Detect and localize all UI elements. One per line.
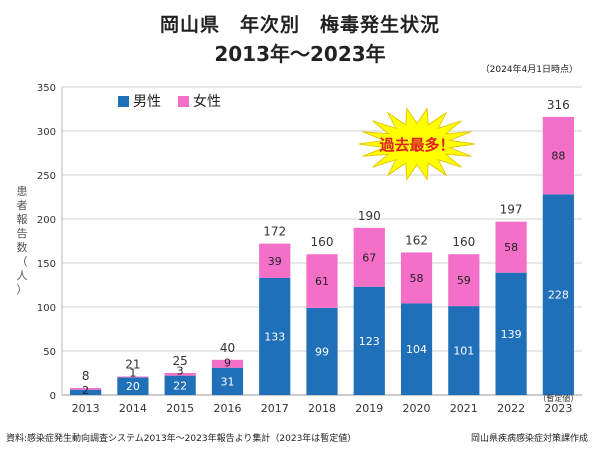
legend-swatch-female	[178, 96, 189, 107]
legend-swatch-male	[118, 96, 129, 107]
data-label-male: 228	[548, 289, 569, 302]
data-label-total: 21	[125, 358, 140, 372]
bar-male-2020	[400, 303, 433, 395]
bar-female-2018	[306, 254, 338, 308]
data-label-female: 88	[551, 150, 565, 163]
y-axis-label-char: 報	[17, 213, 28, 226]
data-label-male: 99	[315, 345, 329, 358]
data-label-total: 160	[452, 235, 475, 249]
y-axis-label-char: （	[17, 255, 28, 268]
y-tick-label: 350	[37, 83, 56, 94]
data-label-female: 67	[362, 251, 376, 264]
bar-female-2016	[211, 359, 244, 368]
y-axis-label-char: 人	[17, 269, 28, 282]
source-note: 資料:感染症発生動向調査システム2013年～2023年報告より集計（2023年は…	[6, 434, 357, 444]
starburst-callout	[358, 107, 476, 181]
data-label-female: 58	[410, 272, 424, 285]
x-tick-label: 2023	[544, 402, 572, 415]
data-label-male: 123	[359, 335, 380, 348]
provisional-note: （暫定値）	[538, 393, 578, 403]
data-label-total: 197	[500, 203, 523, 217]
bar-male-2016	[211, 367, 244, 395]
data-label-male: 139	[501, 328, 522, 341]
y-tick-label: 0	[50, 391, 56, 402]
bar-male-2022	[495, 272, 527, 395]
data-label-male: 31	[220, 375, 234, 388]
x-tick-label: 2013	[72, 402, 100, 415]
as-of-date: （2024年4月1日時点）	[480, 65, 578, 75]
data-label-total: 25	[173, 354, 188, 368]
x-tick-label: 2014	[119, 402, 147, 415]
bar-male-2017	[259, 277, 291, 395]
y-axis-label-char: 告	[17, 227, 28, 240]
y-axis-label-char: 患	[17, 185, 28, 198]
data-label-total: 40	[220, 341, 235, 355]
bar-male-2021	[448, 306, 480, 395]
callout-text: 過去最多！	[378, 136, 454, 154]
y-axis-label-char: 者	[17, 199, 28, 212]
data-label-female: 39	[268, 255, 282, 268]
data-label-female: 58	[504, 241, 518, 254]
y-axis-label-char: ）	[17, 283, 28, 296]
y-tick-label: 150	[37, 259, 56, 270]
x-tick-label: 2019	[355, 402, 383, 415]
x-tick-label: 2015	[166, 402, 194, 415]
x-tick-label: 2018	[308, 402, 336, 415]
data-label-total: 190	[358, 209, 381, 223]
bar-female-2015	[164, 373, 196, 376]
bar-female-2019	[353, 227, 385, 287]
y-tick-label: 250	[37, 171, 56, 182]
bar-male-2019	[353, 286, 385, 395]
x-tick-label: 2016	[213, 402, 241, 415]
bar-male-2023	[542, 194, 574, 395]
bar-male-2014	[117, 377, 149, 395]
data-label-total: 8	[82, 369, 90, 383]
data-label-male: 2	[82, 384, 89, 397]
bar-female-2013	[70, 387, 102, 390]
bar-female-2020	[400, 252, 433, 304]
x-tick-label: 2017	[261, 402, 289, 415]
data-label-male: 133	[264, 330, 285, 343]
x-tick-label: 2022	[497, 402, 525, 415]
bar-male-2013	[70, 389, 102, 395]
bar-female-2023	[542, 116, 574, 195]
legend-label-female: 女性	[193, 93, 221, 110]
data-label-female: 59	[457, 274, 471, 287]
y-tick-label: 200	[37, 215, 56, 226]
y-tick-label: 50	[43, 347, 56, 358]
data-label-female: 61	[315, 275, 329, 288]
data-label-female: 9	[224, 357, 231, 370]
data-label-total: 162	[405, 233, 428, 247]
chart-title-line1: 岡山県 年次別 梅毒発生状況	[159, 14, 440, 36]
bar-female-2014	[117, 376, 149, 378]
data-label-total: 160	[311, 235, 334, 249]
data-label-female: 3	[177, 365, 184, 378]
data-label-total: 172	[263, 225, 286, 239]
bar-male-2015	[164, 375, 196, 395]
data-label-male: 101	[453, 345, 474, 358]
bar-female-2022	[495, 221, 527, 273]
y-axis-label-char: 数	[17, 241, 28, 254]
chart-title-line2: 2013年～2023年	[214, 42, 386, 66]
data-label-female: 1	[129, 366, 136, 379]
data-label-male: 20	[126, 380, 140, 393]
bar-female-2021	[448, 254, 480, 307]
data-label-male: 22	[173, 379, 187, 392]
y-tick-label: 100	[37, 303, 56, 314]
x-tick-label: 2021	[450, 402, 478, 415]
data-label-male: 104	[406, 343, 427, 356]
bar-female-2017	[259, 243, 291, 278]
author-note: 岡山県疾病感染症対策課作成	[470, 434, 588, 444]
y-tick-label: 300	[37, 127, 56, 138]
legend-label-male: 男性	[133, 94, 161, 110]
x-tick-label: 2020	[403, 402, 431, 415]
data-label-total: 316	[547, 98, 570, 112]
bar-male-2018	[306, 307, 338, 395]
